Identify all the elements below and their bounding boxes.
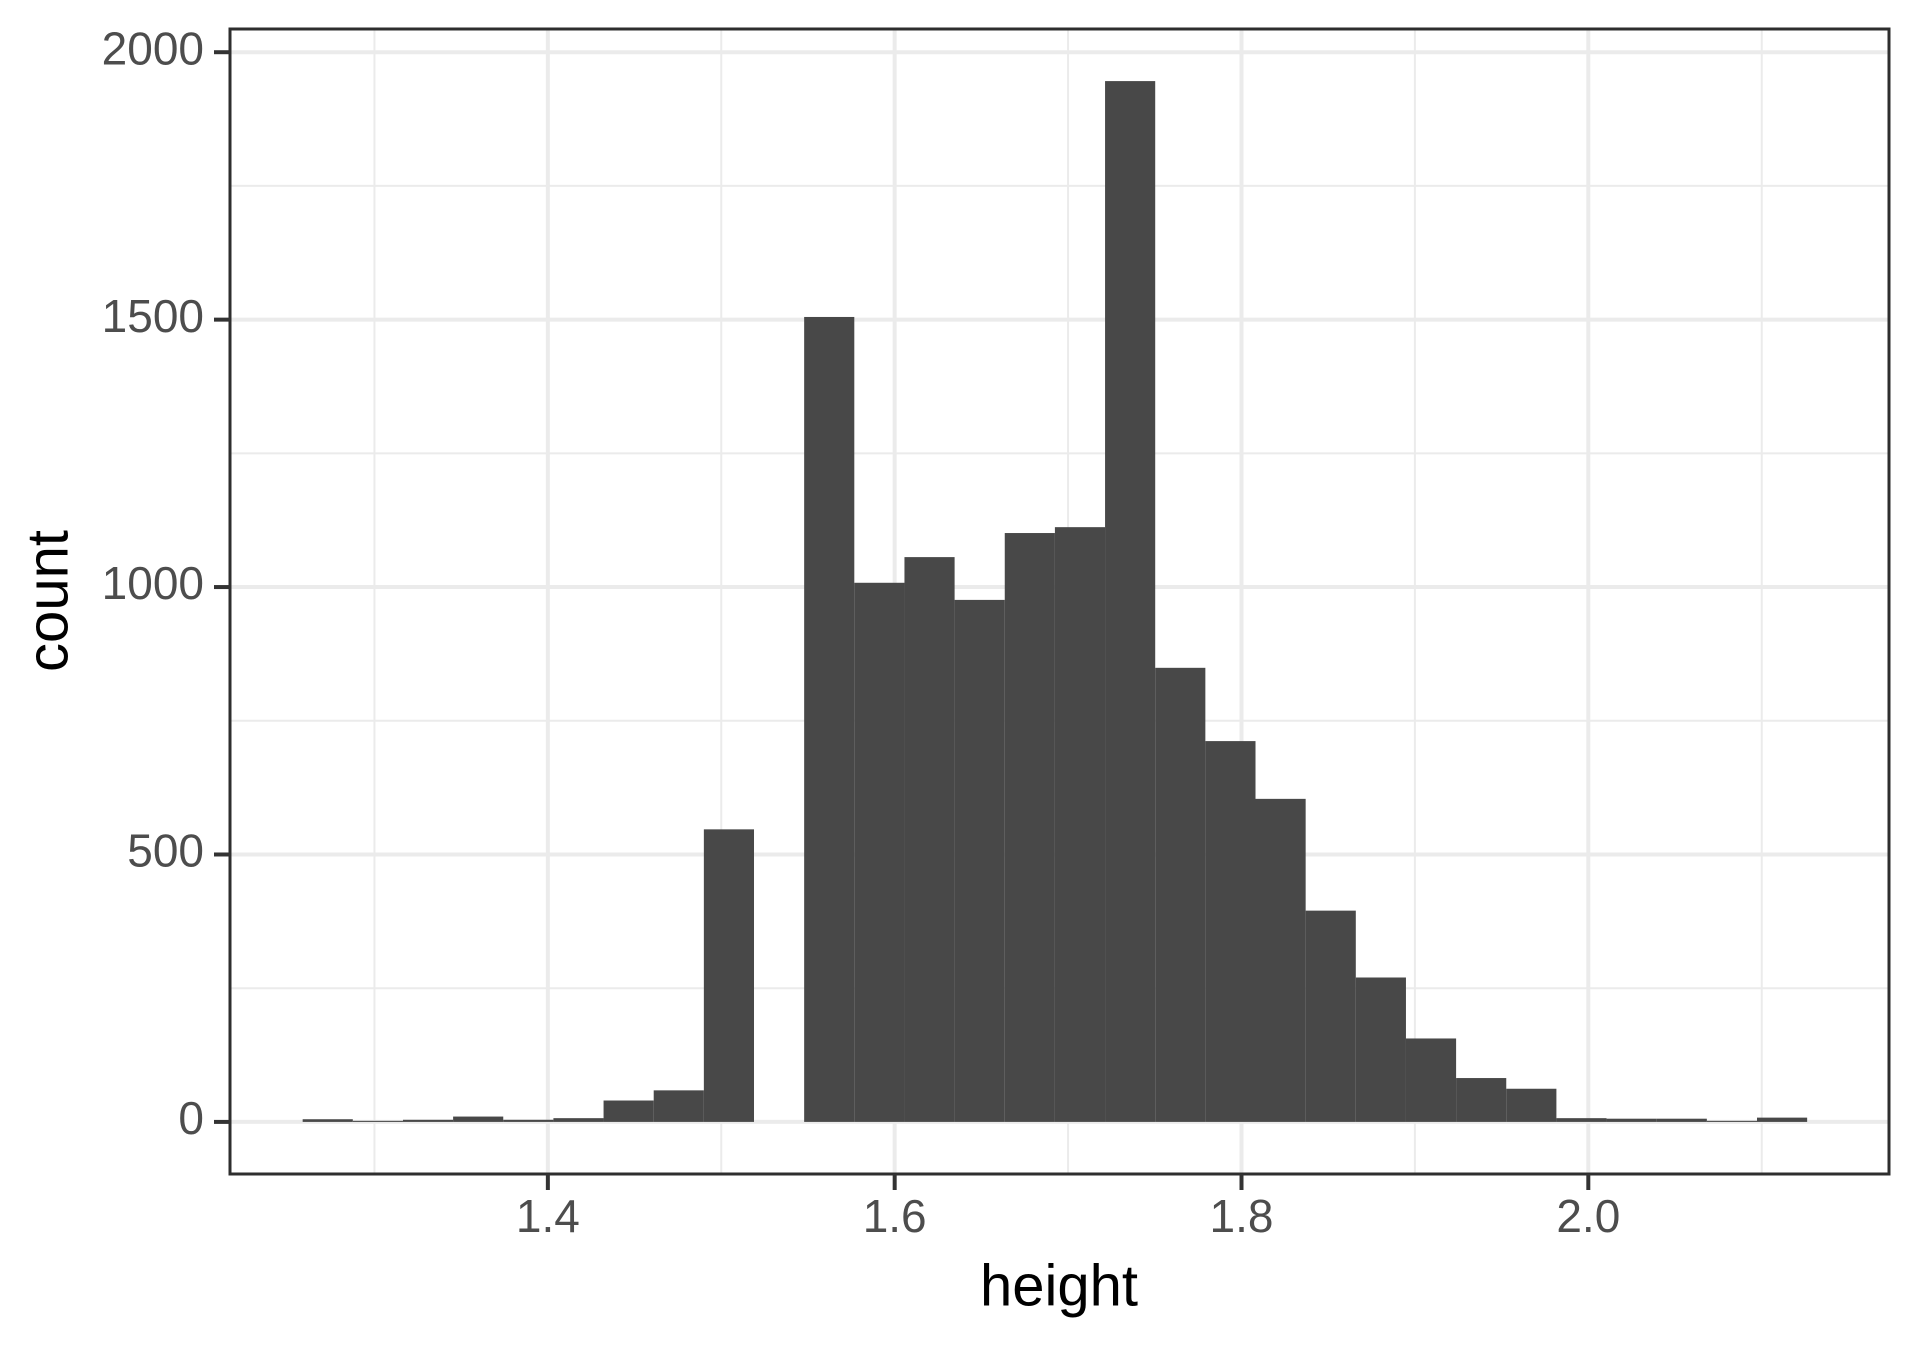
- histogram-bar: [352, 1120, 403, 1122]
- y-axis-title: count: [15, 530, 80, 672]
- y-tick-label: 0: [178, 1092, 204, 1144]
- histogram-bar: [904, 557, 955, 1122]
- histogram-bar: [1054, 527, 1106, 1122]
- histogram-bar: [1205, 741, 1256, 1122]
- histogram-bar: [1355, 977, 1406, 1122]
- histogram-bar: [302, 1119, 353, 1122]
- bar-layer: [302, 81, 1808, 1122]
- histogram-bar: [1506, 1088, 1557, 1122]
- x-tick-label: 2.0: [1556, 1190, 1620, 1242]
- histogram-bar: [1004, 533, 1055, 1122]
- panel-border: [228, 27, 1891, 1176]
- histogram-bar: [603, 1100, 654, 1122]
- histogram-bar: [453, 1116, 504, 1122]
- x-axis-title: height: [980, 1253, 1138, 1318]
- histogram-bar: [954, 599, 1005, 1122]
- y-tick-label: 1500: [102, 290, 204, 342]
- x-tick-label: 1.6: [863, 1190, 927, 1242]
- histogram-bar: [1255, 798, 1306, 1122]
- histogram-bar: [804, 316, 855, 1122]
- histogram-bar: [854, 582, 905, 1122]
- y-tick-label: 500: [127, 825, 204, 877]
- histogram-bar: [1606, 1118, 1657, 1122]
- y-tick-label: 1000: [102, 557, 204, 609]
- histogram-bar: [1155, 667, 1206, 1122]
- histogram-bar: [1456, 1078, 1507, 1122]
- border-layer: [228, 27, 1891, 1176]
- histogram-bar: [1105, 81, 1156, 1122]
- histogram-bar: [1706, 1120, 1758, 1122]
- x-tick-label: 1.8: [1210, 1190, 1274, 1242]
- histogram-bar: [1405, 1038, 1457, 1122]
- histogram-bar: [503, 1119, 554, 1122]
- histogram-bar: [1757, 1117, 1808, 1122]
- histogram-bar: [402, 1119, 454, 1122]
- histogram-bar: [703, 829, 755, 1122]
- histogram-bar: [1556, 1118, 1607, 1122]
- histogram-bar: [1656, 1118, 1707, 1122]
- histogram-bar: [653, 1090, 704, 1122]
- x-tick-label: 1.4: [516, 1190, 580, 1242]
- histogram-bar: [1305, 910, 1356, 1122]
- histogram-bar: [553, 1118, 604, 1122]
- y-tick-label: 2000: [102, 22, 204, 74]
- axis-layer: 1.4 1.6 1.8 2.0 0 500 1000 1500 2000: [102, 22, 1621, 1242]
